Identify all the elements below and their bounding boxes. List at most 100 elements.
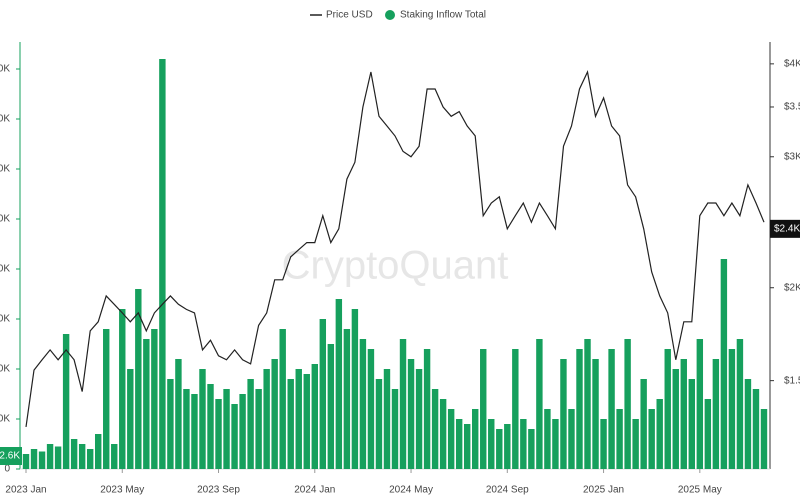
y-tick-label: 30K	[0, 314, 10, 325]
bar	[38, 451, 46, 469]
bar	[648, 409, 655, 469]
bar	[159, 59, 166, 469]
bar	[295, 369, 302, 469]
y-tick-label: 40K	[0, 264, 10, 275]
bar	[496, 429, 503, 469]
x-tick-label: 2023 Sep	[197, 485, 240, 496]
bar	[343, 329, 351, 469]
last-value-badge	[770, 219, 800, 238]
bar	[335, 299, 343, 469]
bar	[151, 329, 158, 469]
bar	[552, 419, 559, 469]
bar	[752, 389, 760, 469]
bar	[640, 379, 647, 469]
legend-swatch	[385, 10, 395, 20]
x-tick-label: 2025 Jan	[583, 485, 624, 496]
bar	[688, 379, 696, 469]
bar	[720, 259, 728, 469]
bar	[608, 349, 615, 469]
price-line	[25, 70, 765, 427]
x-tick-label: 2025 May	[678, 485, 722, 496]
bar	[472, 409, 479, 469]
bar	[431, 389, 439, 469]
bar	[664, 349, 671, 469]
bar	[592, 359, 599, 469]
bar	[199, 369, 206, 469]
bar	[94, 434, 102, 469]
watermark: CryptoQuant	[282, 244, 509, 288]
bar	[215, 399, 222, 469]
bar	[46, 444, 54, 469]
bar	[70, 439, 78, 469]
bar	[54, 446, 62, 469]
bar	[480, 349, 487, 469]
bar	[423, 349, 431, 469]
bar	[247, 379, 254, 469]
bar	[439, 399, 447, 469]
y2-tick-label: $1.5K	[784, 375, 800, 386]
bar	[600, 419, 607, 469]
bar	[696, 339, 704, 469]
bar	[632, 419, 639, 469]
y2-tick-label: $3K	[784, 151, 800, 162]
bar	[584, 339, 591, 469]
bar	[127, 369, 134, 469]
bar	[736, 339, 744, 469]
y2-tick-label: $3.5K	[784, 102, 800, 113]
x-tick-label: 2024 Jan	[294, 485, 335, 496]
bar	[568, 409, 575, 469]
bar	[167, 379, 174, 469]
bar	[704, 399, 712, 469]
bar	[512, 349, 519, 469]
bar	[319, 319, 327, 469]
bar	[303, 374, 310, 469]
bar	[463, 424, 471, 469]
bar	[271, 359, 278, 469]
bar	[231, 404, 238, 469]
bar	[576, 349, 583, 469]
bar	[239, 394, 246, 469]
x-tick-label: 2024 Sep	[486, 485, 529, 496]
bar	[528, 429, 535, 469]
bar	[287, 379, 294, 469]
y-tick-label: 0	[4, 464, 10, 475]
bar	[672, 369, 679, 469]
bar	[455, 419, 463, 469]
bar	[78, 444, 86, 469]
bar	[624, 339, 631, 469]
bar	[680, 359, 687, 469]
bar	[391, 389, 399, 469]
bar	[504, 424, 511, 469]
bar	[415, 369, 423, 469]
bar	[359, 339, 367, 469]
bar	[383, 369, 391, 469]
y-tick-label: 80K	[0, 64, 10, 75]
bar	[560, 359, 567, 469]
bar	[22, 454, 30, 469]
bar	[375, 379, 383, 469]
legend-label: Price USD	[326, 10, 373, 21]
last-value-label: 2.6K	[0, 451, 20, 462]
bar	[279, 329, 286, 469]
bar	[399, 339, 407, 469]
x-tick-label: 2023 Jan	[5, 485, 46, 496]
bar	[407, 359, 415, 469]
bar	[488, 419, 495, 469]
bar	[30, 449, 38, 469]
y2-tick-label: $4K	[784, 58, 800, 69]
y2-tick-label: $2K	[784, 282, 800, 293]
bar	[135, 289, 142, 469]
bar	[311, 364, 318, 469]
y-tick-label: 50K	[0, 214, 10, 225]
y-tick-label: 70K	[0, 114, 10, 125]
bar	[351, 309, 359, 469]
last-value-label: $2.4K	[774, 223, 800, 234]
last-value-badge	[0, 447, 22, 465]
bar	[656, 399, 663, 469]
bar	[62, 334, 70, 469]
bar	[536, 339, 543, 469]
bar	[143, 339, 150, 469]
bar	[520, 419, 527, 469]
y-tick-label: 60K	[0, 164, 10, 175]
